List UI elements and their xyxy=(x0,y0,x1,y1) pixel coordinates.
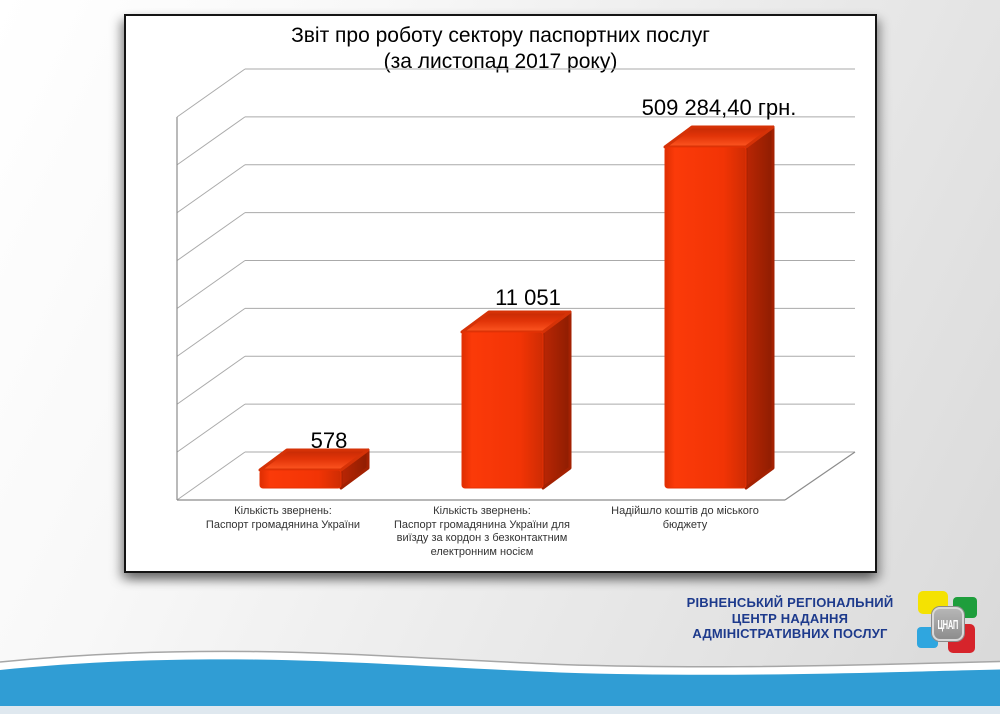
org-name-line1: РІВНЕНСЬКИЙ РЕГІОНАЛЬНИЙ xyxy=(686,595,894,610)
wave-blue-band xyxy=(0,659,1000,706)
chart-panel: Звіт про роботу сектору паспортних послу… xyxy=(124,14,877,573)
value-label-3: 509 284,40 грн. xyxy=(641,95,797,120)
chart-title-line1: Звіт про роботу сектору паспортних послу… xyxy=(291,24,710,47)
org-name-line3: АДМІНІСТРАТИВНИХ ПОСЛУГ xyxy=(692,626,888,641)
bottom-wave-decoration xyxy=(0,650,1000,714)
wave-bottom-strip xyxy=(0,704,1000,714)
org-name: РІВНЕНСЬКИЙ РЕГІОНАЛЬНИЙ ЦЕНТР НАДАННЯ А… xyxy=(665,595,915,642)
logo-badge: ЦНАП xyxy=(932,607,964,641)
category-label-3: Надійшло коштів до міського бюджету xyxy=(611,505,759,531)
category-label-2: Кількість звернень: Паспорт громадянина … xyxy=(393,505,570,558)
chart-title: Звіт про роботу сектору паспортних послу… xyxy=(126,23,875,75)
logo-badge-text: ЦНАП xyxy=(937,616,959,632)
category-label-1: Кількість звернень: Паспорт громадянина … xyxy=(205,505,361,531)
cnap-logo: ЦНАП xyxy=(916,589,982,657)
org-name-line2: ЦЕНТР НАДАННЯ xyxy=(731,610,849,626)
value-label-1: 578 xyxy=(310,428,348,453)
plot-area xyxy=(176,68,856,501)
chart-title-line2: (за листопад 2017 року) xyxy=(383,50,618,73)
bar-series xyxy=(258,125,775,490)
wave-gray-edge xyxy=(0,650,1000,668)
value-label-2: 11 051 xyxy=(495,285,561,310)
